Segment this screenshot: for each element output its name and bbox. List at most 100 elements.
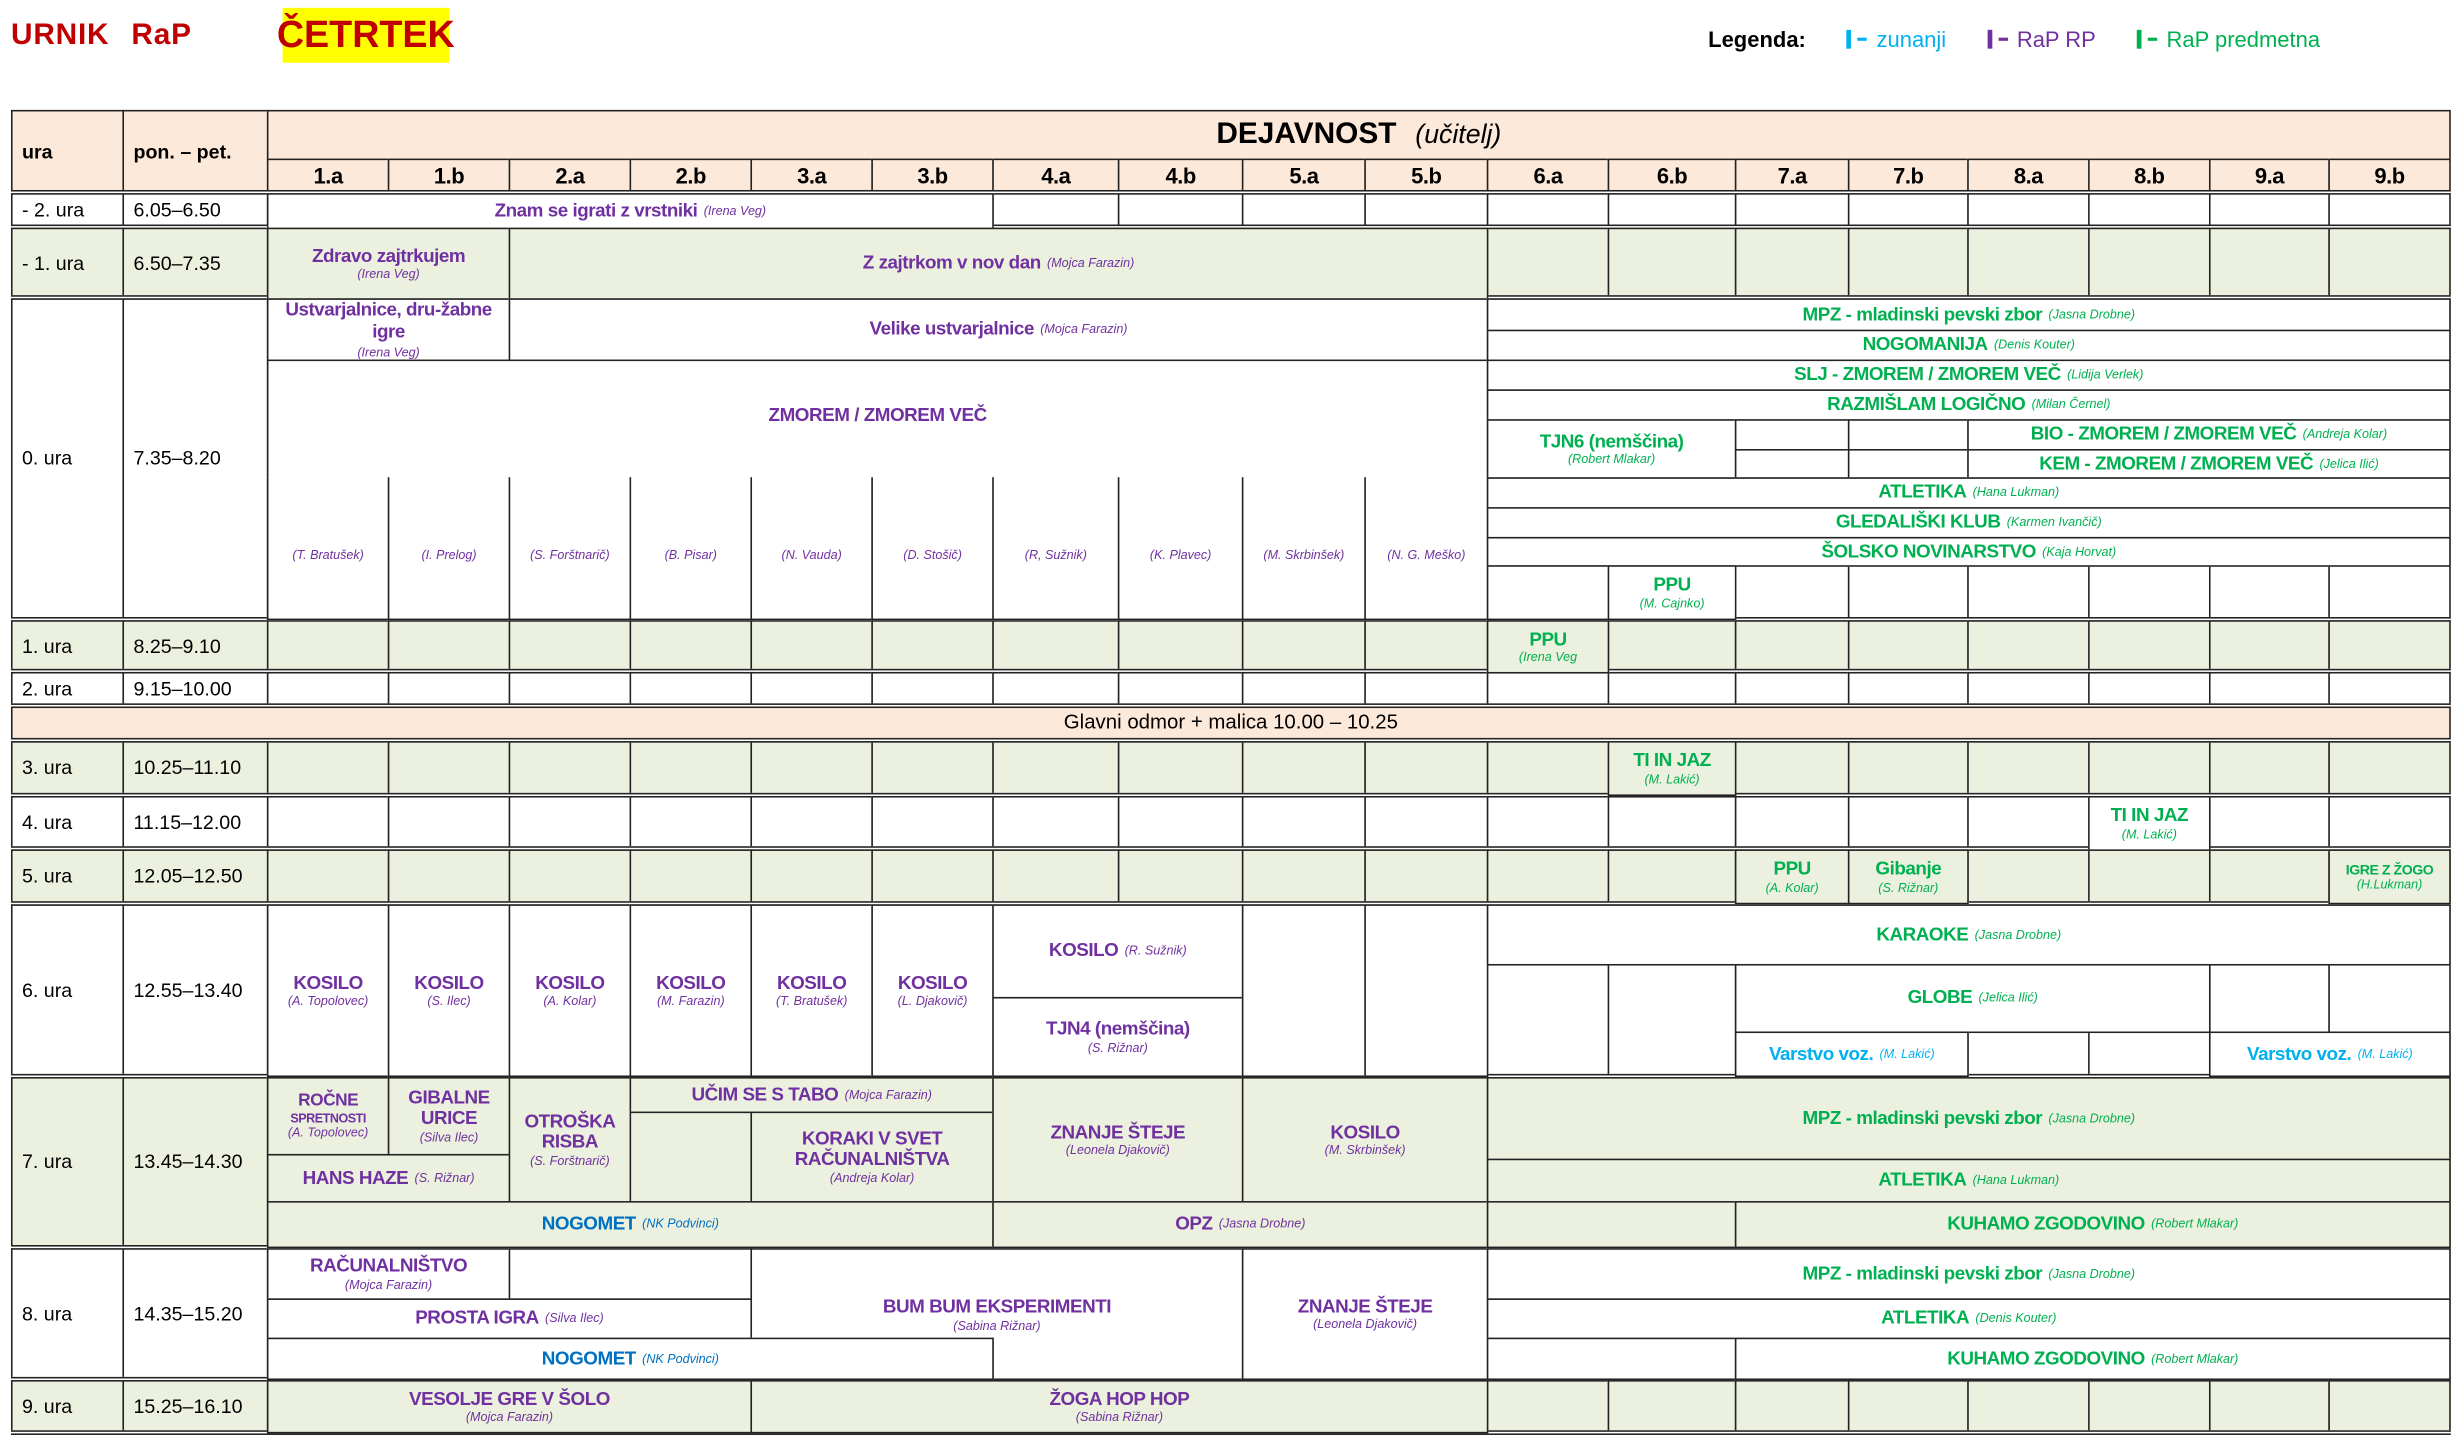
empty-cell xyxy=(1486,1201,1737,1249)
empty-cell xyxy=(629,1111,753,1203)
activity-karaoke: KARAOKE (Jasna Drobne) xyxy=(1486,904,2451,966)
activity-title: PROSTA IGRA xyxy=(415,1306,539,1329)
legend-item-label: zunanji xyxy=(1876,26,1947,52)
activity-kos0: KOSILO (A. Topolovec) xyxy=(266,904,390,1078)
empty-cell xyxy=(266,795,390,851)
empty-cell xyxy=(1117,741,1244,796)
activity-title: KOSILO xyxy=(897,971,968,994)
activity-hanshaze: HANS HAZE (S. Rižnar) xyxy=(266,1153,511,1203)
title-urnik: URNIK xyxy=(10,18,110,52)
activity-nogomet7: NOGOMET (NK Podvinci) xyxy=(266,1201,994,1249)
activity-title: ATLETIKA xyxy=(1881,1306,1970,1329)
activity-velike: Velike ustvarjalnice (Mojca Farazin) xyxy=(508,298,1489,362)
ura-label: 8. ura xyxy=(21,1302,73,1325)
row-ura: - 2. ura xyxy=(10,193,125,230)
teacher-name: (Mojca Farazin) xyxy=(1040,322,1128,337)
teacher-name: (K. Plavec) xyxy=(1149,547,1212,562)
empty-cell xyxy=(1486,227,1610,300)
empty-cell xyxy=(1241,741,1366,796)
empty-cell xyxy=(750,849,873,905)
class-label: 2.a xyxy=(555,163,585,190)
teacher-name: (NK Podvinci) xyxy=(642,1217,719,1232)
empty-cell xyxy=(2328,620,2451,674)
empty-cell xyxy=(2208,671,2330,707)
activity-title: GLEDALIŠKI KLUB xyxy=(1835,510,2001,533)
activity-title: TJN4 (nemščina) xyxy=(1045,1017,1190,1040)
class-label: 4.b xyxy=(1165,163,1196,190)
activity-kos2: KOSILO (A. Kolar) xyxy=(508,904,632,1078)
row-time: 7.35–8.20 xyxy=(122,298,269,621)
empty-cell xyxy=(992,795,1120,851)
teacher-name: (M. Lakić) xyxy=(1879,1047,1935,1062)
legend-dash-icon xyxy=(2147,37,2158,41)
ura-label: 4. ura xyxy=(21,812,73,835)
empty-cell xyxy=(871,620,994,674)
activity-title: BIO - ZMOREM / ZMOREM VEČ xyxy=(2030,422,2297,445)
empty-cell xyxy=(508,741,632,796)
class-label: 6.b xyxy=(1656,163,1688,190)
empty-cell xyxy=(2208,620,2330,674)
empty-cell xyxy=(1967,620,2090,674)
activity-title: ZNANJE ŠTEJE xyxy=(1297,1294,1433,1317)
activity-title: KOSILO xyxy=(414,971,484,994)
empty-cell xyxy=(629,741,753,796)
teacher-name: (A. Topolovec) xyxy=(287,994,369,1009)
header-time-label: pon. – pet. xyxy=(133,141,232,163)
empty-cell xyxy=(1117,671,1244,707)
empty-cell xyxy=(1364,671,1489,707)
empty-cell xyxy=(2088,1380,2211,1434)
empty-cell xyxy=(1847,741,1969,796)
empty-cell xyxy=(992,671,1120,707)
sheet-title: URNIK RaP xyxy=(11,19,214,54)
teacher-name: (Irena Veg) xyxy=(703,203,767,219)
empty-cell xyxy=(992,620,1120,674)
class-label: 3.b xyxy=(917,163,948,190)
activity-koraki: KORAKI V SVET RAČUNALNIŠTVA (Andreja Kola… xyxy=(750,1111,994,1203)
empty-cell xyxy=(1734,795,1850,851)
teacher-name: (M. Lakić) xyxy=(2357,1047,2413,1062)
activity-varstvo2: Varstvo voz. (M. Lakić) xyxy=(2208,1031,2451,1078)
empty-cell xyxy=(1734,419,1850,451)
ura-label: 6. ura xyxy=(21,979,73,1002)
teacher-name: (I. Prelog) xyxy=(421,547,477,562)
break-row: Glavni odmor + malica 10.00 – 10.25 xyxy=(10,706,2451,740)
activity-title: NOGOMET xyxy=(541,1212,637,1235)
teacher-name: (Robert Mlakar) xyxy=(1567,452,1656,467)
empty-cell xyxy=(1847,227,1969,300)
activity-nogomet8: NOGOMET (NK Podvinci) xyxy=(266,1337,994,1381)
activity-mpz8: MPZ - mladinski pevski zbor (Jasna Drobne… xyxy=(1486,1248,2451,1300)
empty-cell xyxy=(629,620,753,674)
empty-cell xyxy=(1486,849,1610,905)
activity-title: TI IN JAZ xyxy=(2110,803,2189,826)
header-dejavnost: DEJAVNOST (učitelj) xyxy=(266,109,2451,161)
empty-cell xyxy=(1364,904,1489,1078)
empty-cell xyxy=(629,671,753,707)
empty-cell xyxy=(1607,620,1737,674)
ura-label: 2. ura xyxy=(21,677,73,700)
empty-cell xyxy=(1734,620,1850,674)
activity-kos5: KOSILO (L. Djakovič) xyxy=(871,904,994,1078)
class-header-2.b: 2.b xyxy=(629,158,753,195)
activity-title: Varstvo voz. xyxy=(1768,1041,1874,1064)
empty-cell xyxy=(1241,795,1366,851)
title-rap: RaP xyxy=(131,18,192,52)
empty-cell xyxy=(750,741,873,796)
legend-marker-icon xyxy=(1846,29,1852,49)
empty-cell xyxy=(1607,193,1737,230)
activity-atletika8: ATLETIKA (Denis Kouter) xyxy=(1486,1298,2451,1340)
row-time: 9.15–10.00 xyxy=(122,671,269,707)
activity-title: ZMOREM / ZMOREM VEČ xyxy=(768,403,988,426)
teacher-name: (NK Podvinci) xyxy=(642,1351,719,1366)
empty-cell xyxy=(871,671,994,707)
teacher-name: (A. Topolovec) xyxy=(287,1126,369,1141)
teacher-name: (Hana Lukman) xyxy=(1972,1173,2060,1188)
activity-tjn4: TJN4 (nemščina) (S. Rižnar) xyxy=(992,996,1244,1078)
activity-title: PPU xyxy=(1653,573,1691,596)
empty-cell xyxy=(2208,741,2330,796)
teacher-name: (Irena Veg) xyxy=(357,344,420,359)
activity-zdravo: Zdravo zajtrkujem (Irena Veg) xyxy=(266,227,511,300)
empty-cell xyxy=(508,795,632,851)
teacher-name: (Jasna Drobne) xyxy=(2048,1266,2136,1281)
activity-title: KOSILO xyxy=(1048,939,1119,961)
empty-cell xyxy=(2208,227,2330,300)
